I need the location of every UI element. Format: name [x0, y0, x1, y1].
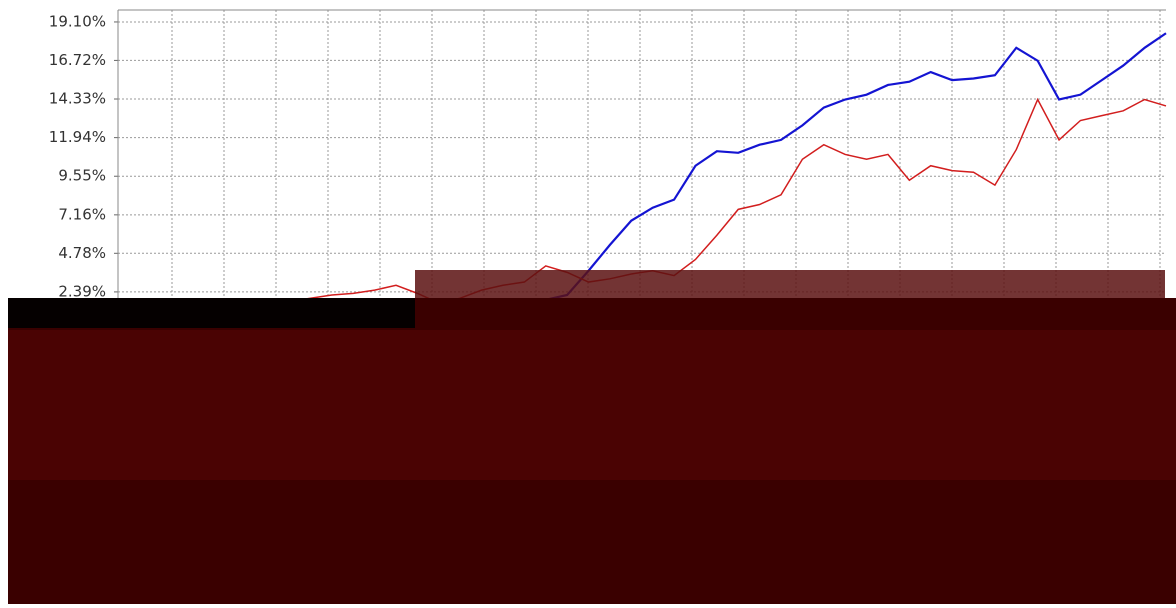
y-tick-label: 16.72%: [49, 51, 106, 69]
y-tick-label: 7.16%: [58, 205, 106, 223]
y-tick-label: 9.55%: [58, 167, 106, 185]
corrupted-band: [415, 270, 1165, 298]
y-tick-label: 14.33%: [49, 90, 106, 108]
corrupted-band: [8, 298, 415, 328]
y-tick-label: 11.94%: [49, 128, 106, 146]
chart: 19.10% 16.72% 14.33% 11.94% 9.55% 7.16% 4.78% 2…: [0, 0, 1176, 604]
page: 19.10% 16.72% 14.33% 11.94% 9.55% 7.16% 4.78% 2…: [0, 0, 1176, 604]
corrupted-band: [8, 330, 1176, 480]
y-tick-label: 2.39%: [58, 282, 106, 300]
y-tick-label: 4.78%: [58, 244, 106, 262]
y-tick-label: 19.10%: [49, 12, 106, 30]
